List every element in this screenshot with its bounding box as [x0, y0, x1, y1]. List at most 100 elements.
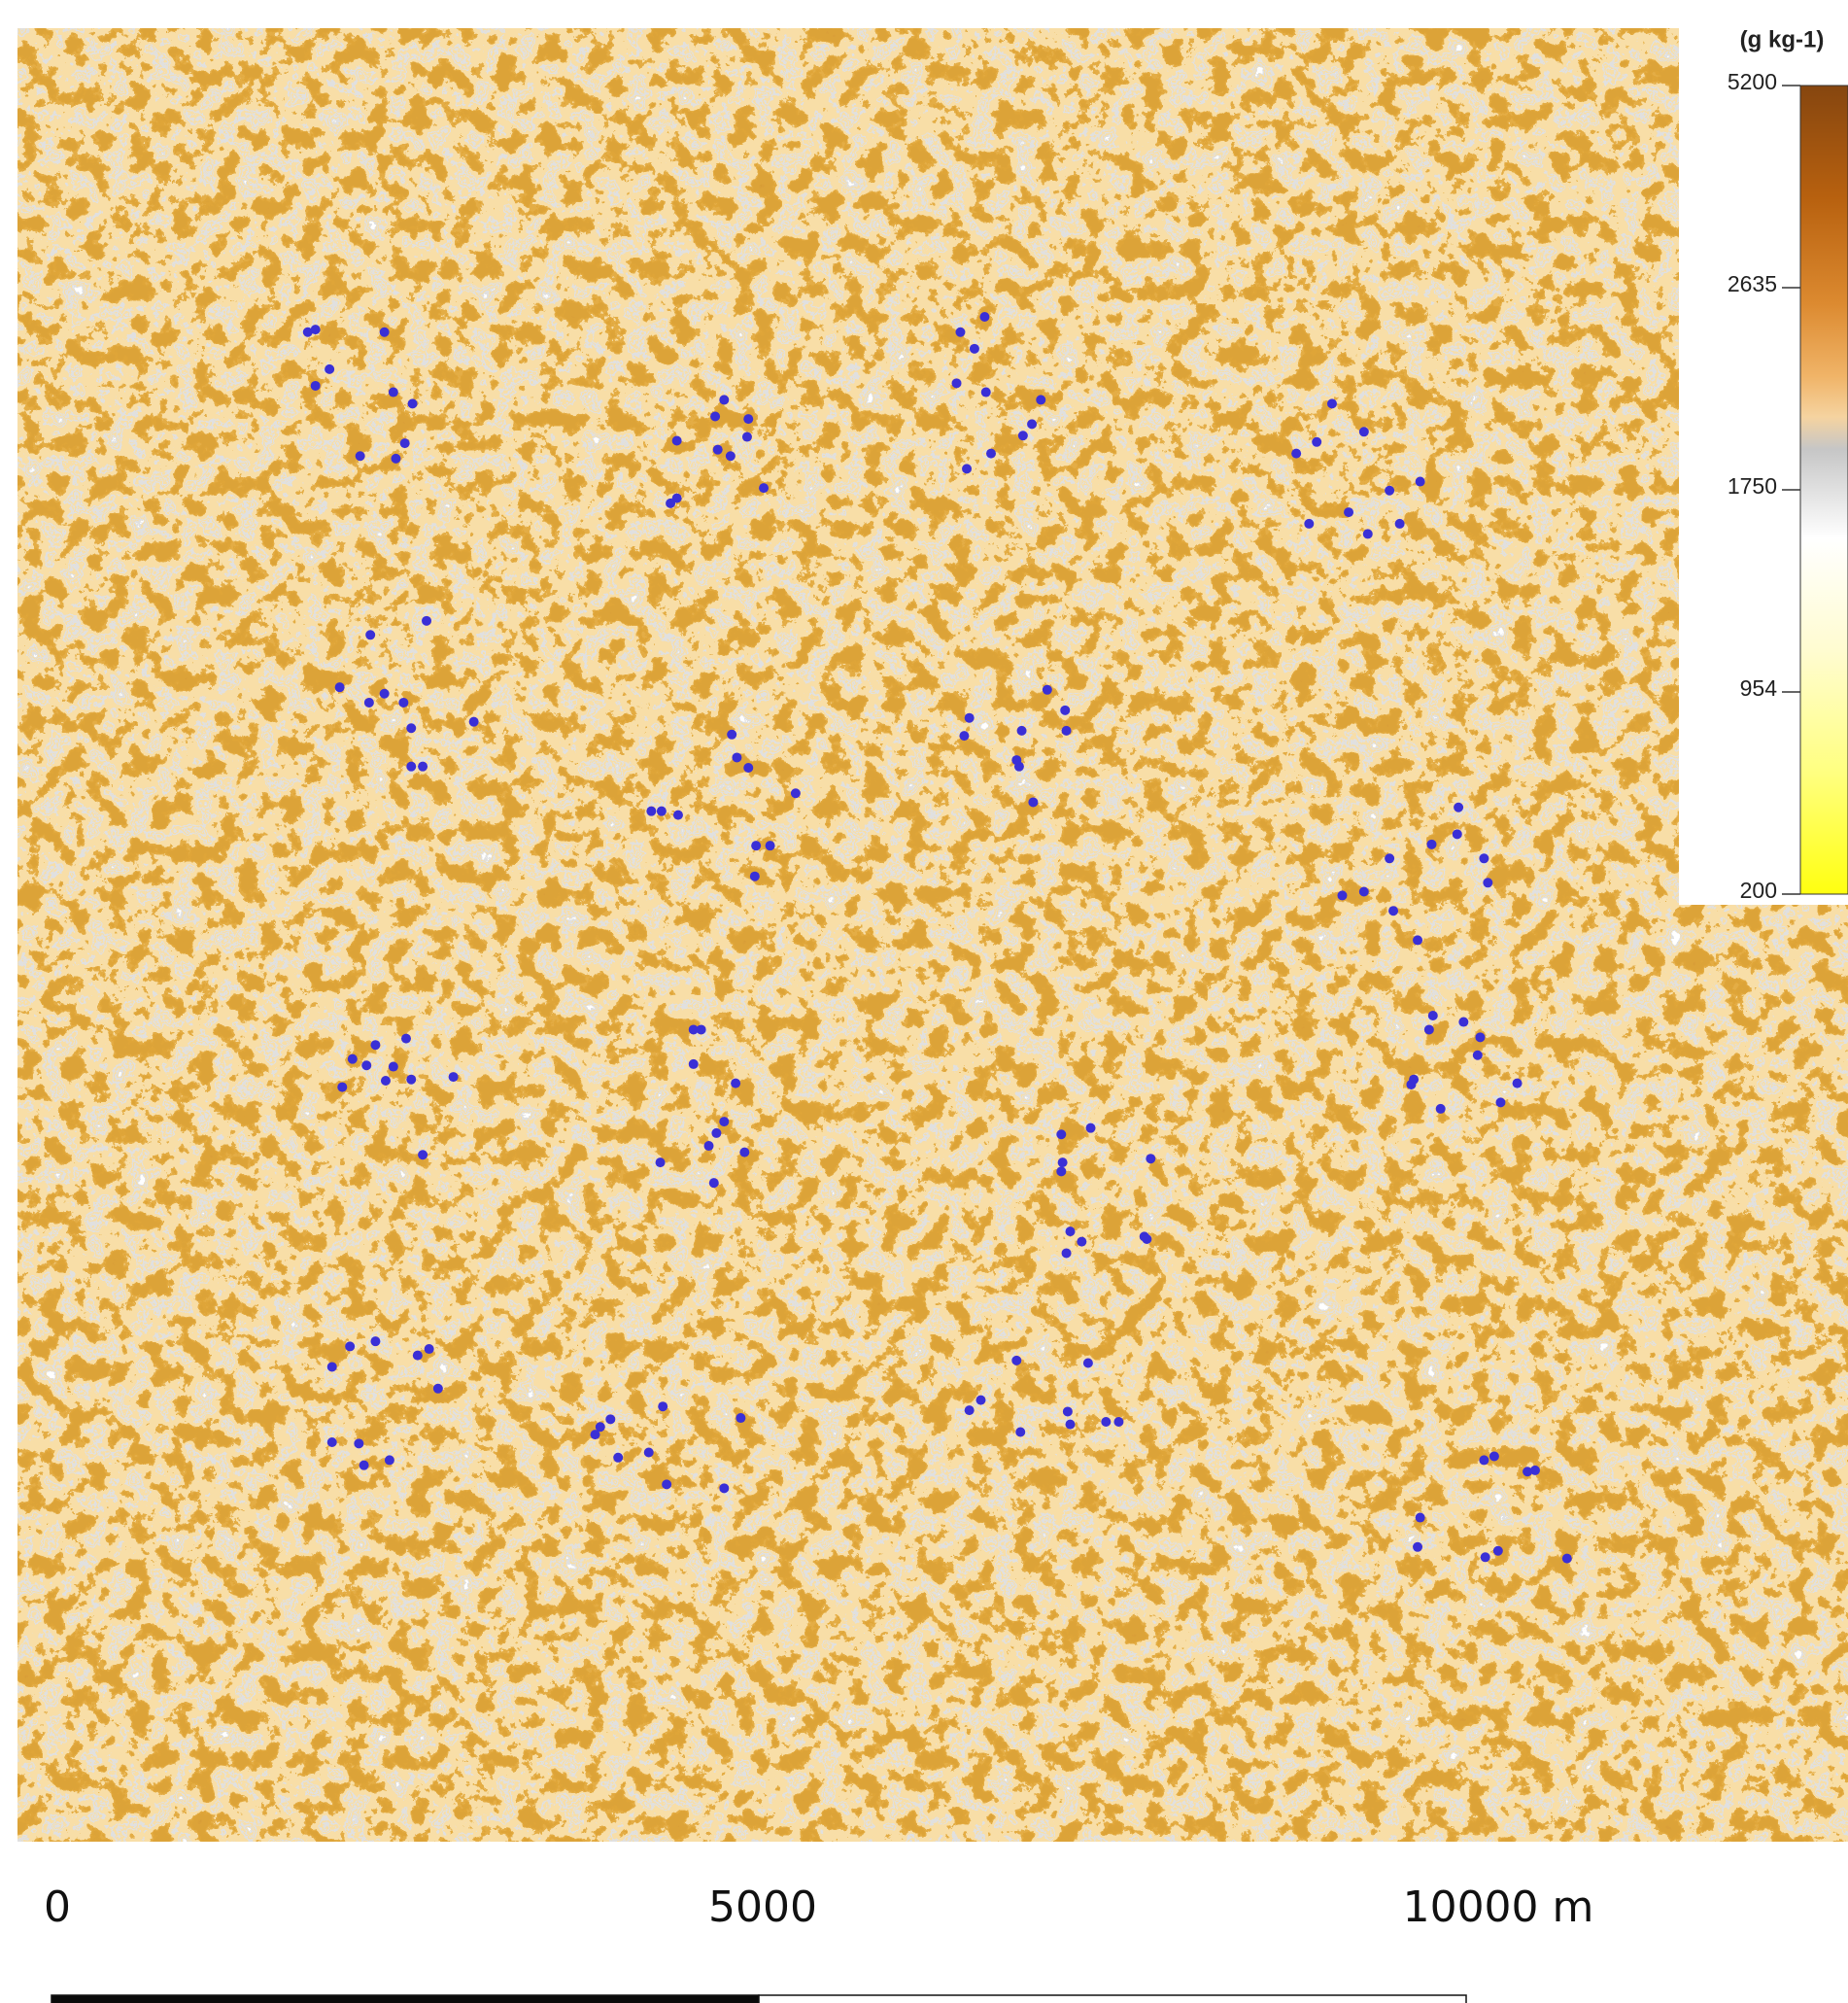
sample-point: [1413, 935, 1422, 945]
sample-point: [766, 841, 775, 850]
sample-point: [1413, 1542, 1422, 1552]
sample-point: [1458, 1018, 1468, 1027]
sample-point: [418, 762, 428, 772]
sample-point: [1060, 706, 1070, 715]
sample-point: [709, 1178, 719, 1188]
sample-point: [370, 1336, 380, 1346]
legend-title: (g kg-1): [1740, 26, 1825, 52]
sample-point: [1017, 726, 1027, 736]
sample-point: [970, 344, 979, 354]
sample-point: [613, 1453, 623, 1463]
sample-point: [719, 1117, 729, 1126]
sample-point: [1473, 1051, 1483, 1060]
sample-point: [965, 1405, 975, 1415]
sample-point: [791, 788, 801, 798]
sample-point: [1513, 1079, 1523, 1088]
sample-point: [1327, 398, 1337, 408]
sample-point: [359, 1461, 369, 1470]
sample-point: [697, 1024, 706, 1034]
sample-point: [726, 451, 736, 461]
sample-point: [389, 388, 398, 397]
sample-point: [1291, 449, 1301, 459]
sample-point: [1043, 685, 1052, 695]
sample-point: [1056, 1166, 1066, 1176]
sample-point: [1489, 1451, 1499, 1461]
sample-point: [1083, 1359, 1093, 1368]
legend-tick-label: 2635: [1728, 271, 1777, 296]
sample-point: [1363, 529, 1373, 538]
scale-label: 10000 m: [1403, 1882, 1594, 1932]
sample-point: [1416, 1513, 1425, 1523]
legend-tick-label: 200: [1740, 878, 1777, 903]
sample-point: [1344, 507, 1353, 517]
sample-point: [656, 1157, 666, 1167]
sample-point: [1530, 1466, 1540, 1475]
soil-raster: [17, 28, 1848, 1842]
sample-point: [370, 1040, 380, 1050]
sample-point: [1304, 519, 1314, 529]
sample-point: [406, 762, 416, 772]
sample-point: [400, 438, 410, 448]
sample-point: [391, 454, 400, 464]
sample-point: [1481, 1552, 1490, 1562]
sample-point: [646, 807, 656, 816]
sample-point: [750, 872, 760, 881]
sample-point: [751, 841, 761, 850]
sample-point: [1113, 1417, 1123, 1427]
sample-point: [1027, 419, 1037, 429]
sample-point: [742, 432, 752, 442]
sample-point: [962, 464, 972, 473]
sample-point: [365, 630, 375, 639]
sample-point: [1056, 1129, 1066, 1139]
sample-point: [657, 807, 667, 816]
sample-point: [1077, 1237, 1086, 1247]
sample-point: [1385, 853, 1394, 863]
sample-point: [380, 328, 390, 337]
sample-point: [727, 730, 736, 740]
sample-point: [1454, 803, 1463, 812]
sample-point: [1146, 1154, 1155, 1163]
sample-point: [325, 364, 334, 374]
sample-point: [413, 1351, 423, 1361]
sample-point: [739, 1148, 749, 1157]
sample-point: [743, 414, 753, 424]
sample-point: [389, 1062, 398, 1072]
sample-point: [1359, 427, 1369, 436]
sample-point: [975, 1396, 985, 1405]
sample-point: [1453, 829, 1462, 839]
sample-point: [1495, 1097, 1505, 1107]
sample-point: [1062, 726, 1072, 736]
sample-point: [955, 328, 965, 337]
sample-point: [1493, 1546, 1503, 1556]
sample-point: [662, 1479, 671, 1489]
sample-point: [327, 1437, 337, 1447]
sample-point: [736, 1413, 745, 1423]
sample-point: [1428, 1011, 1438, 1020]
sample-point: [713, 445, 723, 455]
sample-point: [449, 1072, 459, 1082]
sample-point: [1066, 1226, 1076, 1236]
sample-point: [422, 616, 431, 626]
sample-point: [1426, 840, 1436, 849]
scale-label: 5000: [708, 1882, 817, 1932]
sample-point: [986, 449, 996, 459]
sample-point: [1479, 853, 1489, 863]
sample-point: [1385, 486, 1394, 496]
sample-point: [1337, 890, 1347, 900]
sample-point: [952, 378, 962, 388]
sample-point: [1388, 906, 1398, 915]
sample-point: [719, 395, 729, 404]
sample-point: [1014, 762, 1024, 772]
sample-point: [1036, 395, 1045, 404]
sample-point: [644, 1448, 654, 1458]
sample-point: [1475, 1032, 1485, 1042]
sample-point: [418, 1150, 428, 1159]
sample-point: [1142, 1234, 1151, 1244]
sample-point: [605, 1414, 615, 1424]
sample-point: [1011, 1356, 1021, 1365]
sample-point: [469, 717, 479, 727]
sample-point: [959, 731, 969, 741]
sample-point: [732, 752, 741, 762]
colorbar: [1800, 86, 1848, 894]
sample-point: [1101, 1417, 1111, 1427]
